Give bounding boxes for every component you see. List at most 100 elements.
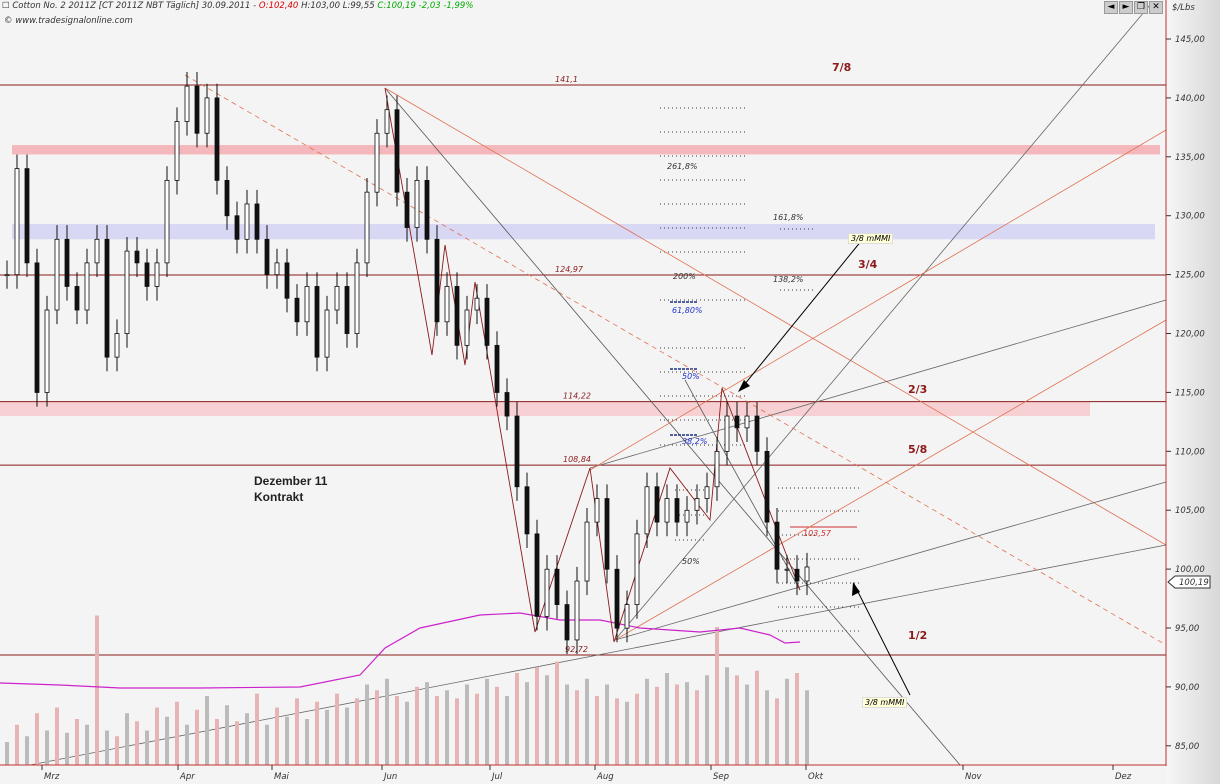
candle-body <box>784 568 790 571</box>
candle-body <box>4 274 10 277</box>
volume-bar <box>155 707 159 765</box>
volume-bar <box>655 686 659 765</box>
candle-body <box>464 309 470 346</box>
murrey-2-3: 2/3 <box>908 383 928 396</box>
volume-bar <box>725 667 729 765</box>
close-button[interactable]: ✕ <box>1149 1 1163 14</box>
candle-body <box>434 238 440 323</box>
murrey-3-4: 3/4 <box>858 258 878 271</box>
fib-label: 50% <box>682 557 700 566</box>
fib-label: 200% <box>673 272 696 281</box>
volume-bar <box>505 696 509 765</box>
candle-body <box>154 262 160 287</box>
arrow-bottom-note <box>853 583 911 696</box>
fib-label: 61,80% <box>672 306 703 315</box>
candle-body <box>774 521 780 570</box>
candle-body <box>324 309 330 358</box>
price-axis[interactable] <box>1166 0 1220 784</box>
candle-body <box>144 262 150 287</box>
candle-body <box>734 415 740 429</box>
volume-bar <box>575 690 579 765</box>
volume-bar <box>635 693 639 765</box>
fib-label: 261,8% <box>667 162 698 171</box>
fib-label: 103,57 <box>803 529 831 538</box>
candle-body <box>594 498 600 523</box>
x-tick-label: Okt <box>808 772 824 782</box>
volume-bar <box>335 693 339 765</box>
y-tick-label: 95,00 <box>1175 624 1199 634</box>
candle-body <box>354 262 360 334</box>
fib-label: 50% <box>682 372 700 381</box>
volume-bar <box>665 673 669 765</box>
y-tick-label: 130,00 <box>1175 212 1205 222</box>
candle-body <box>124 250 130 334</box>
candle-body <box>224 179 230 217</box>
candle-body <box>64 238 70 287</box>
volume-bar <box>495 686 499 765</box>
contract-line1: Dezember 11 <box>254 474 328 488</box>
arrowhead-icon <box>852 582 860 596</box>
forward-button[interactable]: ► <box>1119 1 1133 14</box>
volume-bar <box>435 696 439 765</box>
volume-bar <box>695 690 699 765</box>
volume-bar <box>165 716 169 765</box>
level-label: 124,97 <box>555 265 584 274</box>
volume-bar <box>125 713 129 765</box>
volume-bar <box>355 698 359 765</box>
y-tick-label: 110,00 <box>1175 447 1205 457</box>
restore-button[interactable]: ❐ <box>1134 1 1148 14</box>
volume-bar <box>565 684 569 765</box>
trend-line <box>684 379 801 591</box>
candle-body <box>524 486 530 535</box>
candle-body <box>384 109 390 134</box>
candle-body <box>334 286 340 311</box>
x-tick-label: Jul <box>490 772 503 782</box>
murrey-1-2: 1/2 <box>908 629 928 642</box>
y-tick-label: 140,00 <box>1175 94 1205 104</box>
volume-bar <box>55 707 59 765</box>
trend-line <box>384 87 961 766</box>
volume-bar <box>675 684 679 765</box>
candle-body <box>564 604 570 641</box>
y-tick-label: 125,00 <box>1175 271 1205 281</box>
candle-body <box>114 333 120 358</box>
trend-line <box>614 481 1167 641</box>
candle-body <box>84 262 90 311</box>
candle-body <box>714 451 720 488</box>
candle-body <box>674 498 680 523</box>
candle-body <box>644 486 650 535</box>
candle-body <box>514 415 520 488</box>
candle-body <box>194 85 200 134</box>
candle-body <box>184 85 190 122</box>
volume-bar <box>805 690 809 765</box>
back-button[interactable]: ◄ <box>1104 1 1118 14</box>
candle-body <box>74 286 80 311</box>
volume-bar <box>605 684 609 765</box>
y-tick-label: 105,00 <box>1175 506 1205 516</box>
x-tick-label: Mrz <box>44 772 60 782</box>
murrey-7-8: 7/8 <box>832 61 852 74</box>
candle-body <box>104 238 110 358</box>
candle-body <box>414 179 420 228</box>
x-tick-label: Apr <box>179 772 195 782</box>
y-tick-label: 90,00 <box>1175 683 1199 693</box>
candle-body <box>174 121 180 181</box>
candle-body <box>484 297 490 346</box>
volume-bar <box>175 701 179 765</box>
candle-body <box>164 179 170 264</box>
chart-header: ☐ Cotton No. 2 2011Z [CT 2011Z NBT Tägli… <box>2 1 474 11</box>
volume-bar <box>305 719 309 765</box>
level-label: 92,72 <box>565 645 588 654</box>
volume-bar <box>705 675 709 765</box>
volume-bar <box>15 724 19 765</box>
volume-bar <box>405 701 409 765</box>
candle-body <box>264 238 270 276</box>
fib-label: 161,8% <box>773 213 804 222</box>
contract-line2: Kontrakt <box>254 490 304 504</box>
x-tick-label: Dez <box>1115 772 1132 782</box>
candle-body <box>294 297 300 323</box>
volume-bar <box>345 707 349 765</box>
candle-body <box>314 286 320 358</box>
volume-bar <box>415 686 419 765</box>
